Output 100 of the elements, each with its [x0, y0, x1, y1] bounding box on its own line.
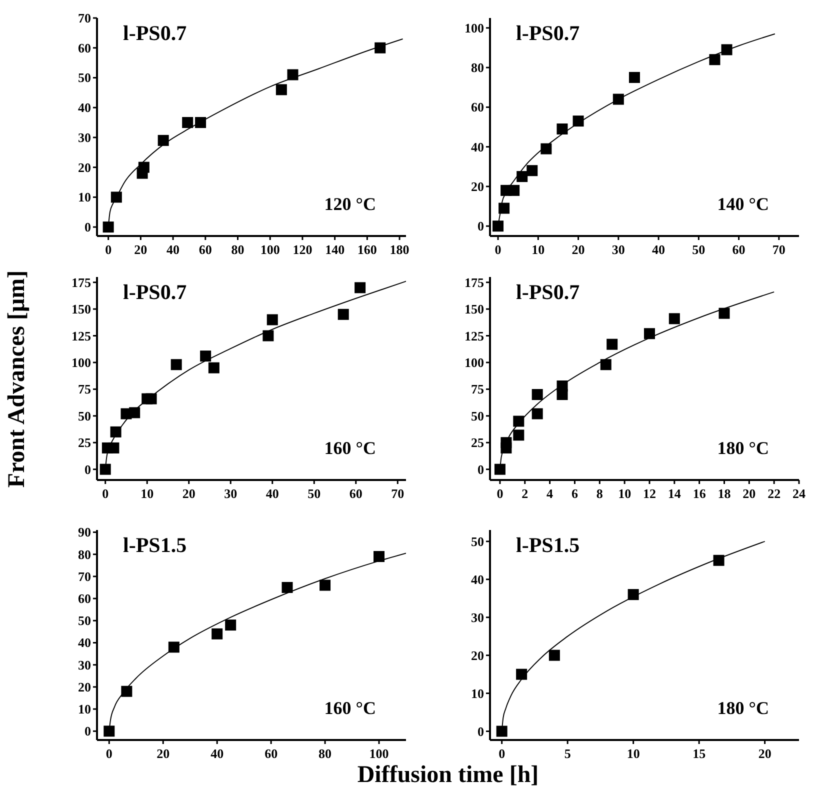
- point: [516, 668, 528, 680]
- annotation: 160 °C: [324, 438, 376, 458]
- y-tick-label: 90: [78, 524, 91, 540]
- y-tick-label: 10: [78, 702, 91, 717]
- x-tick-label: 22: [768, 486, 781, 501]
- point: [266, 314, 278, 326]
- x-tick-label: 70: [772, 242, 786, 257]
- y-tick-label: 0: [478, 724, 484, 739]
- annotation: 120 °C: [324, 194, 376, 214]
- y-tick-label: 125: [464, 328, 484, 344]
- x-tick-label: 20: [758, 746, 772, 761]
- point: [532, 408, 543, 420]
- x-tick-label: 2: [522, 486, 528, 501]
- y-tick-label: 0: [478, 218, 484, 234]
- y-tick-label: 60: [78, 40, 91, 56]
- x-tick-label: 24: [792, 486, 806, 501]
- point: [354, 282, 366, 294]
- x-tick-label: 0: [498, 746, 506, 761]
- point: [320, 580, 331, 591]
- x-tick-label: 40: [166, 242, 180, 257]
- point: [532, 389, 543, 400]
- x-tick-label: 6: [571, 486, 578, 501]
- annotation: l-PS1.5: [123, 533, 187, 557]
- annotation: 180 °C: [717, 698, 769, 718]
- y-tick-label: 30: [471, 610, 484, 625]
- y-tick-label: 125: [72, 328, 92, 344]
- y-tick-label: 20: [471, 178, 484, 194]
- point: [496, 726, 508, 737]
- point: [110, 192, 122, 203]
- annotation: l-PS0.7: [516, 280, 580, 304]
- x-tick-label: 10: [532, 242, 545, 257]
- y-tick-label: 25: [78, 435, 92, 450]
- point: [374, 42, 386, 54]
- x-tick-label: 12: [642, 486, 656, 501]
- point: [200, 350, 212, 362]
- x-tick-label: 80: [231, 242, 244, 257]
- point: [516, 171, 528, 182]
- x-tick-label: 60: [198, 242, 212, 257]
- y-tick-label: 80: [78, 546, 91, 562]
- point: [513, 416, 524, 427]
- point: [102, 222, 114, 233]
- x-tick-label: 18: [718, 486, 732, 501]
- point: [718, 308, 730, 319]
- annotation: l-PS0.7: [123, 280, 187, 304]
- y-tick-label: 100: [72, 354, 91, 370]
- y-tick-label: 150: [464, 302, 484, 317]
- y-tick-label: 60: [78, 591, 91, 606]
- x-tick-label: 20: [134, 242, 148, 257]
- y-tick-label: 10: [78, 190, 91, 205]
- annotation: l-PS0.7: [516, 21, 580, 45]
- point: [182, 117, 194, 128]
- x-tick-label: 20: [742, 486, 756, 501]
- x-tick-label: 40: [210, 746, 224, 761]
- point: [628, 589, 639, 600]
- x-tick-label: 20: [182, 486, 196, 501]
- y-tick-label: 75: [471, 382, 484, 397]
- point: [498, 202, 510, 214]
- point: [492, 220, 504, 232]
- point: [287, 69, 298, 80]
- annotation: 160 °C: [324, 698, 376, 718]
- x-tick-label: 140: [325, 242, 345, 257]
- point: [138, 162, 150, 173]
- annotation: 180 °C: [717, 438, 769, 458]
- x-tick-label: 14: [668, 486, 682, 501]
- point: [100, 464, 111, 475]
- point: [500, 437, 512, 448]
- point: [129, 407, 140, 418]
- x-tick-label: 60: [264, 746, 278, 761]
- y-tick-label: 50: [78, 70, 91, 86]
- y-tick-label: 175: [464, 274, 484, 290]
- x-tick-label: 30: [224, 486, 238, 501]
- y-tick-label: 175: [72, 274, 92, 290]
- point: [508, 184, 520, 196]
- point: [600, 359, 612, 370]
- y-tick-label: 60: [471, 100, 484, 115]
- y-tick-label: 40: [471, 139, 484, 154]
- annotation: 140 °C: [717, 194, 769, 214]
- y-tick-label: 30: [78, 130, 91, 145]
- point: [208, 362, 220, 374]
- point: [721, 44, 732, 56]
- point: [212, 628, 223, 640]
- point: [526, 165, 538, 176]
- x-tick-label: 0: [102, 486, 109, 501]
- x-tick-label: 8: [596, 486, 604, 501]
- x-tick-label: 16: [692, 486, 706, 501]
- x-tick-label: 40: [652, 242, 666, 257]
- y-tick-label: 50: [471, 408, 484, 424]
- point: [612, 94, 624, 105]
- y-tick-label: 20: [78, 679, 91, 694]
- point: [548, 650, 560, 661]
- x-tick-label: 50: [692, 242, 706, 257]
- y-tick-label: 20: [471, 648, 484, 663]
- point: [668, 313, 680, 324]
- point: [158, 134, 169, 146]
- x-tick-label: 0: [106, 746, 112, 761]
- y-tick-label: 40: [78, 100, 91, 116]
- point: [121, 686, 132, 697]
- x-tick-label: 5: [564, 746, 572, 761]
- point: [494, 464, 506, 475]
- x-tick-label: 0: [105, 242, 112, 257]
